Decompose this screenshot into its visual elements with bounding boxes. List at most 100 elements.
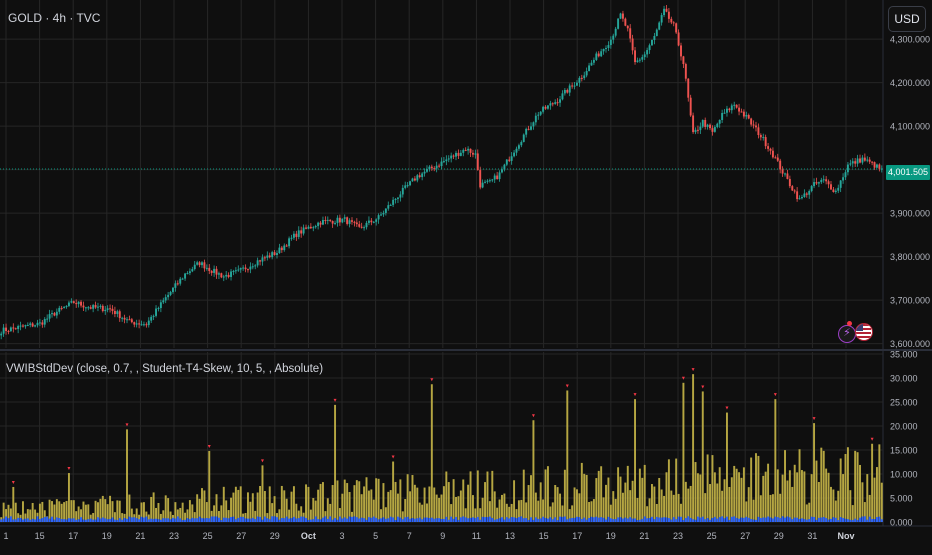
indicator-bar — [7, 504, 10, 522]
indicator-bar — [803, 471, 806, 522]
base-bar — [532, 519, 535, 522]
candle-body — [423, 171, 426, 174]
base-bar — [788, 517, 791, 522]
indicator-bar — [118, 500, 121, 522]
base-bar — [759, 518, 762, 522]
indicator-bar — [556, 487, 559, 522]
base-bar — [251, 517, 254, 522]
indicator-bar — [418, 502, 421, 522]
indicator-bar — [288, 509, 291, 522]
candle-body — [292, 233, 295, 238]
base-bar — [665, 517, 668, 522]
indicator-bar — [709, 484, 711, 522]
indicator-bar — [687, 488, 690, 522]
candle-body — [588, 65, 591, 71]
indicator-bar — [788, 470, 791, 522]
base-bar — [798, 518, 801, 522]
candle-body — [875, 164, 878, 168]
candle-body — [750, 118, 753, 125]
candle-body — [626, 25, 629, 29]
base-bar — [159, 519, 162, 522]
indicator-bar — [336, 480, 339, 522]
candle-body — [551, 103, 554, 105]
candle-body — [167, 294, 170, 298]
candle-body — [176, 283, 179, 285]
indicator-bar — [210, 510, 213, 522]
candle-body — [208, 267, 211, 271]
base-bar — [382, 517, 385, 522]
time-tick-label: 15 — [539, 531, 549, 541]
indicator-bar — [104, 499, 107, 522]
candle-body — [121, 317, 124, 319]
lightning-icon[interactable]: ⚡ — [838, 325, 856, 343]
base-bar — [631, 518, 634, 522]
indicator-bar — [280, 485, 283, 522]
us-flag-icon[interactable] — [855, 323, 873, 341]
base-bar — [41, 518, 44, 522]
candle-body — [701, 119, 704, 127]
base-bar — [55, 517, 58, 522]
last-price-label: 4,001.505 — [886, 165, 930, 180]
currency-button[interactable]: USD — [888, 6, 926, 32]
candle-body — [358, 224, 361, 227]
base-bar — [60, 519, 63, 522]
base-bar — [186, 518, 189, 522]
candle-body — [237, 269, 240, 271]
indicator-label[interactable]: VWIBStdDev (close, 0.7, , Student-T4-Ske… — [6, 363, 324, 375]
base-bar — [747, 517, 750, 522]
candle-body — [29, 323, 32, 325]
candle-body — [433, 168, 436, 170]
indicator-bar — [825, 468, 828, 522]
candle-body — [651, 39, 653, 46]
indicator-bar — [488, 501, 491, 522]
base-bar — [672, 517, 675, 522]
base-bar — [667, 518, 670, 522]
candle-body — [63, 306, 66, 308]
indicator-bar — [696, 473, 699, 522]
base-bar — [411, 518, 414, 522]
base-bar — [725, 516, 728, 522]
candle-body — [677, 32, 680, 46]
base-bar — [849, 519, 852, 522]
indicator-bar — [532, 420, 535, 522]
indicator-bar — [636, 497, 639, 522]
indicator-bar — [866, 474, 869, 522]
indicator-bar — [689, 485, 692, 522]
spike-marker — [11, 480, 15, 484]
base-bar — [319, 519, 322, 522]
candle-body — [532, 122, 535, 127]
candle-body — [36, 322, 39, 326]
indicator-bar — [341, 493, 344, 522]
indicator-bar — [97, 502, 99, 522]
indicator-bar — [517, 500, 520, 522]
base-bar — [399, 517, 402, 522]
candle-body — [488, 180, 491, 182]
indicator-bar — [404, 499, 407, 522]
indicator-bar — [711, 455, 714, 522]
candle-body — [735, 104, 738, 108]
candle-body — [351, 220, 353, 222]
indicator-bar — [554, 485, 557, 522]
base-bar — [392, 517, 395, 522]
indicator-bar — [423, 487, 426, 522]
candle-body — [718, 119, 721, 124]
base-bar — [193, 518, 196, 522]
base-bar — [300, 516, 303, 522]
candle-body — [605, 47, 607, 49]
base-bar — [438, 518, 441, 522]
candle-body — [305, 227, 307, 229]
candle-body — [484, 181, 487, 183]
base-bar — [70, 518, 73, 522]
base-bar — [750, 518, 753, 522]
candle-body — [471, 152, 474, 155]
base-bar — [830, 518, 832, 522]
base-bar — [331, 519, 334, 522]
base-bar — [167, 518, 170, 522]
base-bar — [832, 517, 835, 522]
base-bar — [723, 518, 726, 522]
indicator-bar — [411, 475, 414, 522]
candle-body — [817, 182, 820, 184]
base-bar — [172, 517, 174, 522]
candle-body — [213, 268, 216, 273]
candle-body — [747, 115, 750, 119]
